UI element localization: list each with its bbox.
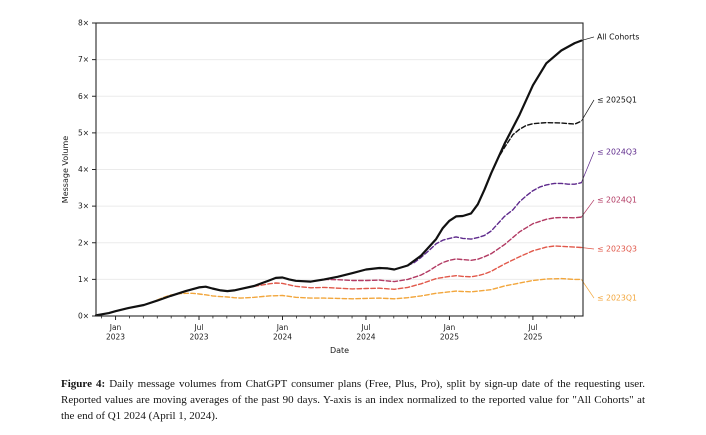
series-line--2024q1: [323, 216, 582, 283]
y-tick-label: 8×: [78, 19, 89, 28]
x-tick-label-year: 2024: [356, 333, 375, 342]
series-label--2025q1: ≤ 2025Q1: [597, 96, 637, 105]
x-axis-label: Date: [330, 346, 349, 355]
x-tick-label-year: 2023: [106, 333, 125, 342]
x-tick-label-month: Jan: [109, 323, 122, 332]
series-label--2024q3: ≤ 2024Q3: [597, 148, 637, 157]
y-tick-label: 7×: [78, 55, 89, 64]
x-tick-label-month: Jul: [193, 323, 203, 332]
x-tick-label-year: 2023: [189, 333, 208, 342]
x-tick-label-month: Jan: [276, 323, 289, 332]
x-tick-label-year: 2024: [273, 333, 292, 342]
figure-caption: Figure 4: Daily message volumes from Cha…: [61, 377, 645, 425]
series-line--2025q1: [490, 120, 582, 174]
x-tick-label-month: Jul: [527, 323, 537, 332]
figure-caption-text: Daily message volumes from ChatGPT consu…: [61, 378, 645, 422]
x-tick-label-year: 2025: [440, 333, 459, 342]
series-line--2023q3: [239, 245, 582, 290]
figure-caption-label: Figure 4:: [61, 378, 106, 390]
x-tick-label-month: Jul: [360, 323, 370, 332]
y-tick-label: 1×: [78, 275, 89, 284]
series-label-all-cohorts: All Cohorts: [597, 33, 639, 42]
y-tick-label: 2×: [78, 238, 89, 247]
y-tick-label: 0×: [78, 312, 89, 321]
y-axis-label: Message Volume: [61, 136, 70, 203]
x-tick-label-year: 2025: [523, 333, 542, 342]
message-volume-chart: 0×1×2×3×4×5×6×7×8×Jan2023Jul2023Jan2024J…: [61, 19, 639, 355]
series-line--2024q3: [407, 181, 582, 267]
series-line-all-cohorts: [94, 39, 583, 317]
x-tick-label-month: Jan: [443, 323, 456, 332]
series-label--2024q1: ≤ 2024Q1: [597, 195, 637, 204]
series-line--2023q1: [156, 277, 582, 301]
y-tick-label: 5×: [78, 128, 89, 137]
series-label--2023q3: ≤ 2023Q3: [597, 245, 637, 254]
plot-border: [95, 22, 584, 317]
series-label--2023q1: ≤ 2023Q1: [597, 294, 637, 303]
y-tick-label: 3×: [78, 202, 89, 211]
y-tick-label: 4×: [78, 165, 89, 174]
y-tick-label: 6×: [78, 92, 89, 101]
